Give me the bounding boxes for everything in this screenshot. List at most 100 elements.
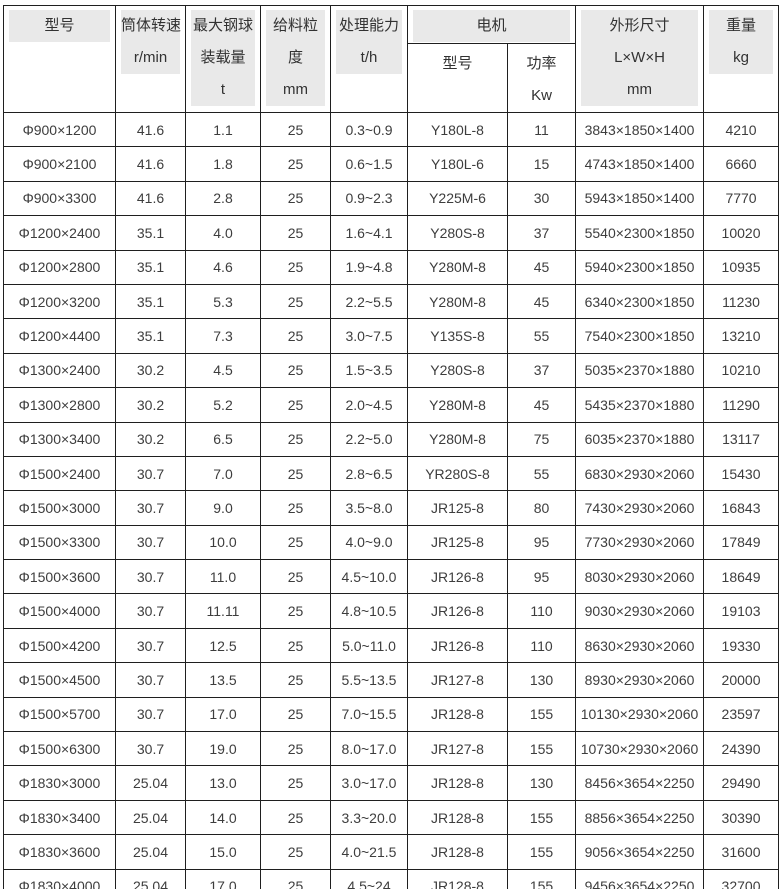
table-cell: 8456×3654×2250 [575,765,705,801]
table-row: Φ1300×2800 30.2 5.2 25 2.0~4.5 Y280M-8 45 5435×… [3,387,780,423]
col-header-label: L×W×H [614,49,665,66]
table-cell: 1.6~4.1 [330,215,408,251]
col-header-label: 重量 [726,17,757,34]
col-header-dimensions: 外形尺寸 L×W×H mm [575,5,705,113]
table-cell: 25 [260,283,331,320]
table-cell: 8.0~17.0 [330,731,408,767]
col-header-unit: t [220,81,226,98]
table-cell: Y280M-8 [407,249,508,285]
table-cell: JR127-8 [407,731,508,767]
table-cell: 3.3~20.0 [330,799,408,836]
table-cell: 95 [506,524,577,561]
table-cell: 20000 [703,662,780,698]
table-cell: JR127-8 [407,662,508,698]
table-cell: 5940×2300×1850 [575,249,705,285]
table-cell: 25.04 [115,799,186,836]
table-cell: 18649 [703,559,780,595]
table-row: Φ900×3300 41.6 2.8 25 0.9~2.3 Y225M-6 30 5943×1… [3,180,780,217]
table-cell: 55 [506,318,577,354]
table-cell: 130 [506,662,577,698]
table-cell: 4.8~10.5 [330,593,408,629]
table-cell: Y280M-8 [407,387,508,423]
table-cell: 17.0 [185,868,261,889]
table-cell: Y180L-6 [407,146,508,182]
table-cell: Φ1200×2800 [3,249,116,285]
table-row: Φ1300×2400 30.2 4.5 25 1.5~3.5 Y280S-8 37 5035×… [3,352,780,389]
col-header-motor-group: 电机 [406,5,577,44]
table-cell: 30.7 [115,627,186,664]
table-row: Φ1830×4000 25.04 17.0 25 4.5~24 JR128-8 155 945… [3,868,780,889]
table-row: Φ900×1200 41.6 1.1 25 0.3~0.9 Y180L-8 11 3843×1… [3,111,780,148]
ball-mill-spec-table: 型号 筒体转速 r/min 最大钢球 装载量 t [3,5,780,889]
col-header-label: 型号 [442,55,473,72]
table-cell: 6035×2370×1880 [575,421,705,457]
table-cell: 11.0 [185,559,261,595]
table-cell: 75 [506,421,577,457]
table-cell: 30.7 [115,455,186,492]
table-cell: 15430 [703,455,780,492]
table-row: Φ1830×3000 25.04 13.0 25 3.0~17.0 JR128-8 130 8… [3,765,780,801]
table-cell: 16843 [703,490,780,526]
table-cell: 25.04 [115,834,186,870]
header-plain: 功率 Kw [509,48,575,112]
table-cell: 25 [260,111,331,148]
table-cell: Φ1300×3400 [3,421,116,457]
table-cell: 6340×2300×1850 [575,283,705,320]
table-cell: Φ1500×6300 [3,731,116,767]
table-cell: Y225M-6 [407,180,508,217]
table-row: Φ1300×3400 30.2 6.5 25 2.2~5.0 Y280M-8 75 6035×… [3,421,780,457]
table-cell: 0.3~0.9 [330,111,408,148]
col-header-unit: Kw [531,87,552,104]
table-cell: 30.7 [115,593,186,629]
table-row: Φ1500×6300 30.7 19.0 25 8.0~17.0 JR127-8 155 10… [3,731,780,767]
table-cell: 7770 [703,180,780,217]
col-header-label: 筒体转速 [121,17,182,34]
table-cell: 30.2 [115,421,186,457]
table-row: Φ1500×5700 30.7 17.0 25 7.0~15.5 JR128-8 155 10… [3,696,780,733]
table-cell: 25 [260,559,331,595]
table-cell: 1.9~4.8 [330,249,408,285]
table-cell: 31600 [703,834,780,870]
table-cell: 10020 [703,215,780,251]
table-cell: 4.6 [185,249,261,285]
table-cell: JR128-8 [407,834,508,870]
header-highlight: 给料粒 度 mm [266,10,325,106]
table-cell: Φ1500×3000 [3,490,116,526]
header-row-top: 型号 筒体转速 r/min 最大钢球 装载量 t [3,5,780,113]
table-cell: 23597 [703,696,780,733]
table-body: Φ900×1200 41.6 1.1 25 0.3~0.9 Y180L-8 11 3843×1… [3,111,780,889]
table-cell: 45 [506,283,577,320]
table-cell: 10.0 [185,524,261,561]
col-header-unit: mm [627,81,653,98]
table-cell: JR126-8 [407,559,508,595]
table-cell: 35.1 [115,249,186,285]
table-cell: Φ1830×3600 [3,834,116,870]
table-cell: 155 [506,731,577,767]
table-cell: JR128-8 [407,765,508,801]
table-cell: 25 [260,146,331,182]
table-cell: 17849 [703,524,780,561]
table-cell: 25 [260,387,331,423]
table-cell: 4.5~24 [330,868,408,889]
table-cell: 5.0~11.0 [330,627,408,664]
table-cell: 5035×2370×1880 [575,352,705,389]
table-cell: 110 [506,627,577,664]
table-cell: 25 [260,593,331,629]
table-cell: 9030×2930×2060 [575,593,705,629]
table-cell: 4210 [703,111,780,148]
col-header-motor-model: 型号 [407,43,508,113]
table-cell: 25 [260,731,331,767]
table-cell: 1.1 [185,111,261,148]
table-cell: Φ1500×3600 [3,559,116,595]
col-header-label: 型号 [44,17,75,34]
table-cell: 19.0 [185,731,261,767]
table-cell: Φ1830×4000 [3,868,116,889]
table-cell: JR128-8 [407,696,508,733]
table-cell: 8630×2930×2060 [575,627,705,664]
table-row: Φ1500×4000 30.7 11.11 25 4.8~10.5 JR126-8 110 9… [3,593,780,629]
table-cell: Φ1500×4000 [3,593,116,629]
table-cell: 29490 [703,765,780,801]
table-cell: 2.2~5.0 [330,421,408,457]
col-header-label: 外形尺寸 [609,17,670,34]
table-cell: 130 [506,765,577,801]
